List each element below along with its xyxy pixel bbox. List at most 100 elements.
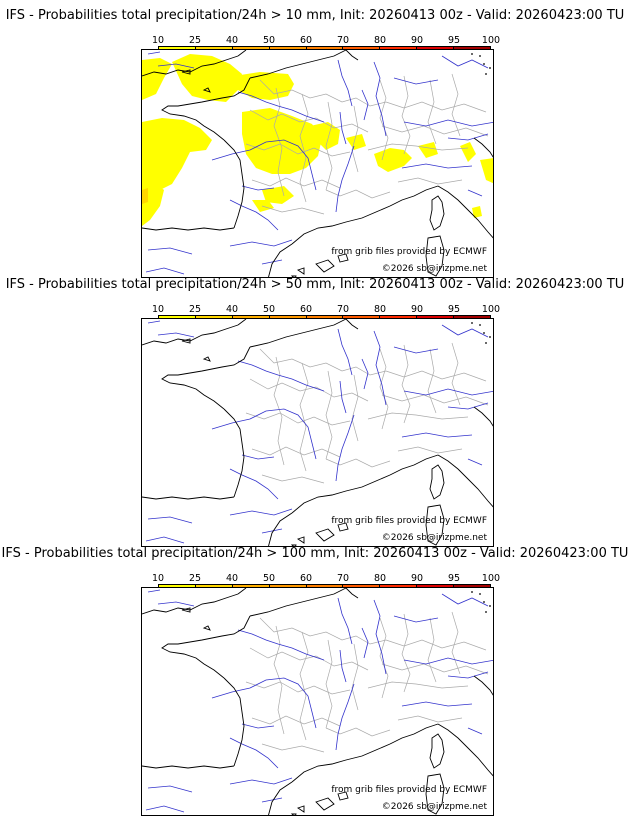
river-rhine (373, 599, 387, 675)
island-menorca (337, 791, 349, 801)
river-rhone (335, 414, 355, 482)
coast-biscay (223, 408, 245, 498)
legend-tick-label: 80 (373, 35, 387, 46)
river-elbe (441, 593, 489, 607)
map-frame: from grib files provided by ECMWF ©2026 s… (141, 49, 494, 278)
forecast-panel: IFS - Probabilities total precipitation/… (0, 277, 630, 547)
coast-england-east (237, 588, 247, 595)
river-spain-tajo (145, 536, 185, 544)
scattered-islets (471, 591, 491, 613)
legend-tick-label: 80 (373, 573, 387, 584)
forecast-panel: IFS - Probabilities total precipitation/… (0, 546, 630, 816)
river-loire (211, 677, 317, 729)
precip-area-atlantic-west (142, 58, 172, 100)
river-uk-2 (147, 589, 161, 593)
legend-tick-label: 50 (262, 35, 276, 46)
island-balearic-small (290, 813, 297, 815)
precip-area-alps-2 (374, 148, 412, 172)
river-seine (237, 91, 325, 123)
coast-riviera (389, 185, 439, 207)
panel-title: IFS - Probabilities total precipitation/… (5, 8, 625, 23)
legend-tick-label: 90 (410, 35, 424, 46)
coastlines (142, 319, 493, 546)
legend-tick-label: 10 (151, 304, 165, 315)
river-rhine (373, 330, 387, 406)
river-garonne (229, 737, 279, 769)
precip-area-east-adriatic (480, 158, 493, 184)
legend-tick-label: 90 (410, 304, 424, 315)
coast-italy-west (437, 185, 493, 239)
river-po (401, 163, 473, 169)
river-saone (339, 380, 347, 414)
scattered-islets (471, 322, 491, 344)
river-italy-arno (467, 458, 483, 466)
river-rhone (335, 145, 355, 213)
precip-edge-areas (142, 188, 148, 204)
coast-adriatic (473, 137, 493, 158)
river-uk-thames (157, 63, 195, 69)
islands (181, 69, 445, 277)
island-corsica (429, 733, 445, 769)
island-menorca (337, 522, 349, 532)
coast-adriatic (473, 406, 493, 427)
river-spain-3 (261, 528, 283, 534)
river-garonne (229, 199, 279, 231)
river-spain-3 (261, 797, 283, 803)
river-saone (339, 111, 347, 145)
river-seine (237, 360, 325, 392)
precip-area-corsica-north (472, 206, 482, 218)
island-mallorca (315, 259, 335, 273)
precip-area-alps-1 (346, 134, 366, 150)
coast-netherlands (345, 588, 359, 599)
legend-tick-label: 25 (188, 304, 202, 315)
legend-tick-label: 70 (336, 573, 350, 584)
map-canvas (142, 319, 493, 546)
river-spain-duero (147, 785, 193, 793)
river-moselle (361, 89, 369, 121)
legend-tick-label: 25 (188, 573, 202, 584)
river-inn (447, 402, 489, 410)
credit-copyright: ©2026 sb@irizpme.net (381, 533, 487, 543)
legend-tick-label: 40 (225, 35, 239, 46)
river-loire (211, 408, 317, 460)
river-italy-arno (467, 189, 483, 197)
river-spain-duero (147, 516, 193, 524)
coast-spain-east (268, 512, 293, 546)
river-spain-tajo (145, 267, 185, 275)
map-canvas (142, 50, 493, 277)
islands (181, 607, 445, 815)
legend-tick-label: 90 (410, 573, 424, 584)
legend-tick-label: 70 (336, 304, 350, 315)
coast-france-north (249, 319, 347, 348)
river-main (393, 346, 439, 354)
coast-spain-north (142, 496, 235, 500)
coast-france-north (249, 50, 347, 79)
river-po (401, 701, 473, 707)
island-balearic-small (290, 275, 297, 277)
river-italy-arno (467, 727, 483, 735)
river-inn (447, 133, 489, 141)
legend-tick-label: 40 (225, 304, 239, 315)
coast-normandy-brittany (161, 346, 251, 410)
island-mallorca (315, 797, 335, 811)
river-dordogne (241, 723, 275, 729)
island-corsica (429, 195, 445, 231)
precip-edge-brittany (142, 188, 148, 204)
river-inn (447, 671, 489, 679)
coastlines (142, 588, 493, 815)
legend-tick-label: 95 (447, 35, 461, 46)
river-uk-thames (157, 332, 195, 338)
coast-riviera (389, 723, 439, 745)
precip-area-bay-of-biscay (142, 182, 164, 226)
island-menorca (337, 253, 349, 263)
islands (181, 338, 445, 546)
legend-tick-label: 40 (225, 573, 239, 584)
precip-area-channel (172, 54, 242, 102)
forecast-panel: IFS - Probabilities total precipitation/… (0, 8, 630, 278)
island-sardinia (425, 235, 445, 277)
island-mallorca (315, 528, 335, 542)
river-meuse (337, 597, 353, 645)
legend-tick-label: 70 (336, 35, 350, 46)
river-danube (403, 388, 493, 396)
legend-tick-label: 60 (299, 35, 313, 46)
